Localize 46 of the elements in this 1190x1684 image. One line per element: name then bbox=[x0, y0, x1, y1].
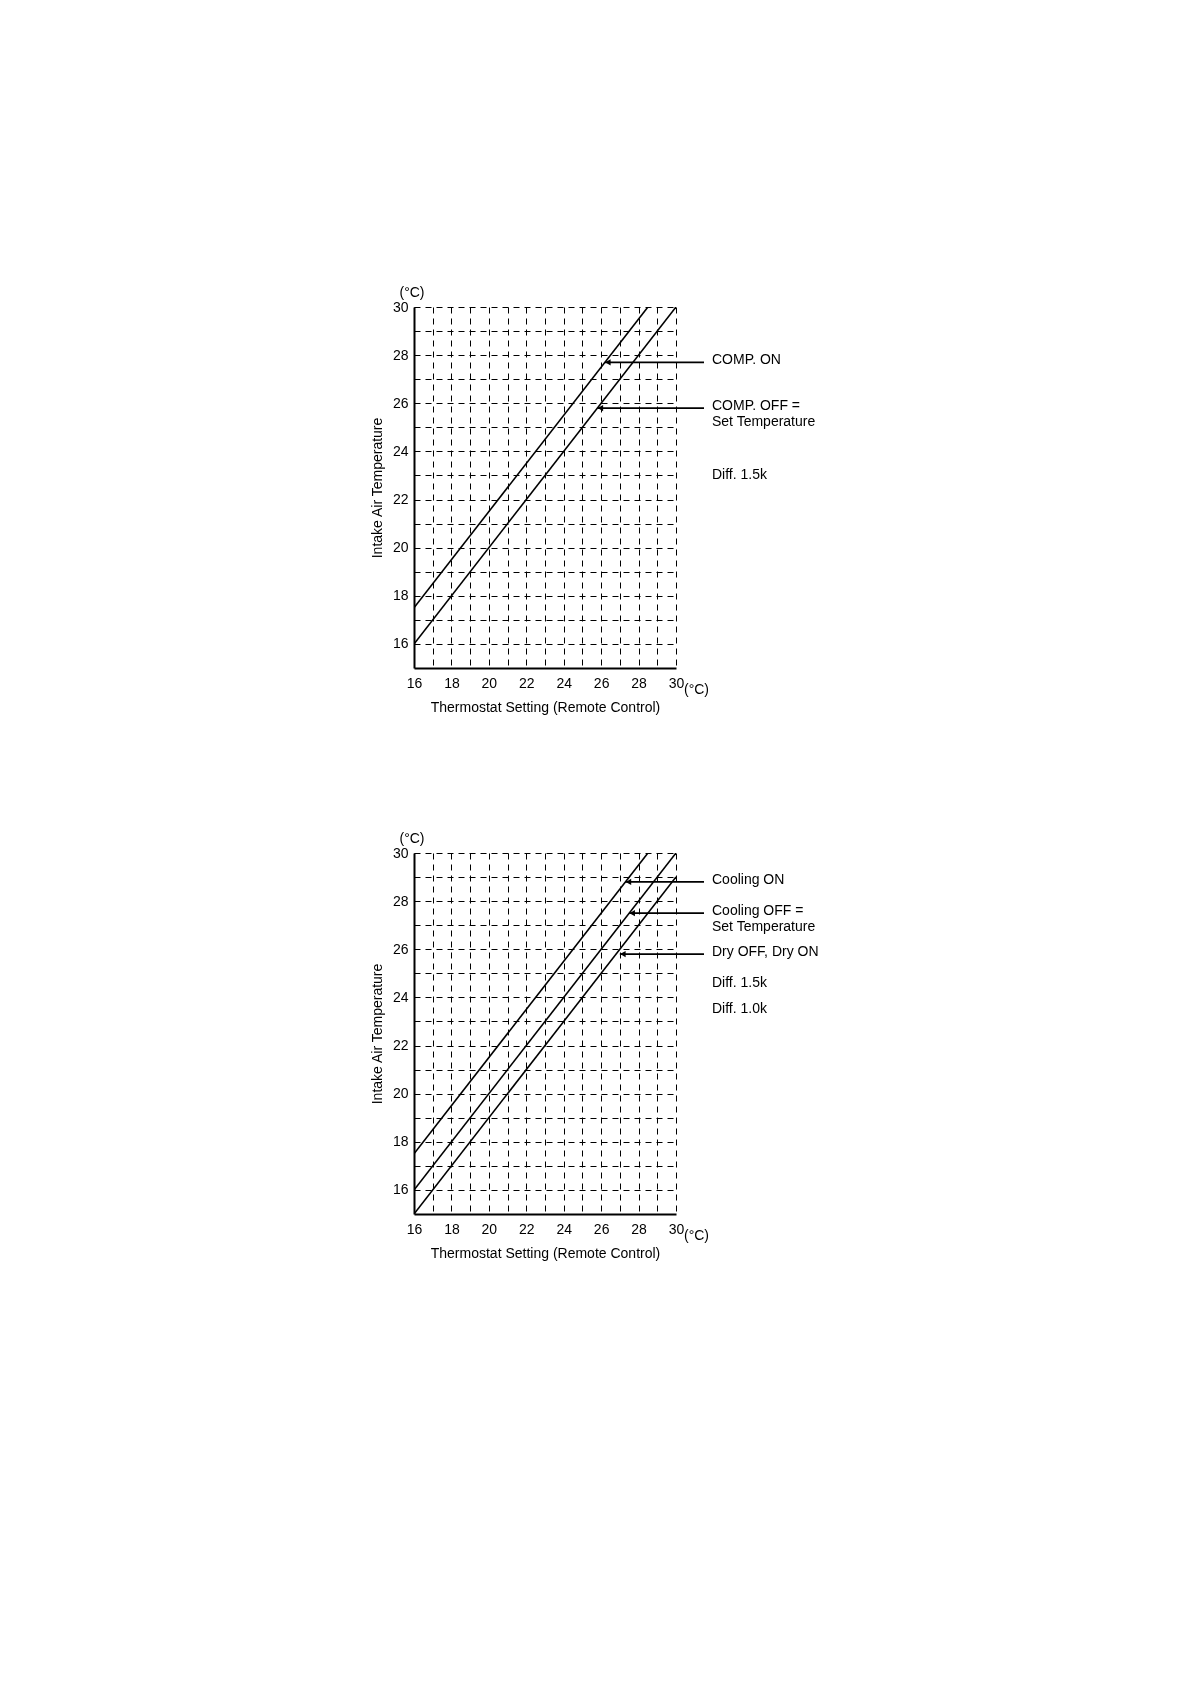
x-tick-label: 26 bbox=[593, 1220, 610, 1237]
x-axis-title: Thermostat Setting (Remote Control) bbox=[430, 1244, 661, 1261]
x-tick-label: 20 bbox=[481, 1220, 498, 1237]
annotation: Cooling OFF = Set Temperature bbox=[712, 902, 816, 935]
x-tick-label: 22 bbox=[519, 1220, 535, 1237]
y-tick-label: 22 bbox=[392, 491, 409, 508]
y-tick-label: 26 bbox=[392, 940, 409, 957]
y-tick-label: 28 bbox=[392, 892, 409, 909]
x-axis-title: Thermostat Setting (Remote Control) bbox=[430, 698, 661, 715]
text: (°C) bbox=[399, 830, 425, 846]
y-tick-label: 18 bbox=[392, 1133, 409, 1150]
x-tick-label: 24 bbox=[556, 674, 573, 691]
x-tick-label: 26 bbox=[593, 674, 610, 691]
y-tick-label: 18 bbox=[392, 587, 409, 604]
text: (°C) bbox=[399, 284, 425, 300]
y-tick-label: 16 bbox=[392, 635, 409, 652]
x-tick-label: 24 bbox=[556, 1220, 573, 1237]
x-tick-label: 22 bbox=[519, 674, 535, 691]
annotation: Dry OFF, Dry ON bbox=[712, 943, 819, 960]
x-tick-label: 16 bbox=[406, 674, 423, 691]
y-tick-label: 24 bbox=[392, 988, 409, 1005]
x-tick-label: 28 bbox=[631, 1220, 648, 1237]
x-tick-label: 16 bbox=[406, 1220, 423, 1237]
x-tick-label: 18 bbox=[444, 1220, 460, 1237]
x-tick-label: 18 bbox=[444, 674, 460, 691]
annotation: Cooling ON bbox=[712, 870, 785, 887]
y-axis-title: Intake Air Temperature bbox=[368, 417, 385, 559]
x-tick-label: 30 bbox=[668, 674, 685, 691]
text: (°C) bbox=[684, 1227, 710, 1243]
text: Diff. 1.0k bbox=[712, 1000, 768, 1017]
y-tick-label: 22 bbox=[392, 1037, 409, 1054]
x-tick-label: 20 bbox=[481, 674, 498, 691]
annotation: COMP. ON bbox=[712, 351, 781, 368]
y-tick-label: 16 bbox=[392, 1181, 409, 1198]
annotation: COMP. OFF = Set Temperature bbox=[712, 397, 816, 430]
text: Diff. 1.5k bbox=[712, 973, 768, 990]
y-tick-label: 26 bbox=[392, 394, 409, 411]
y-axis-title: Intake Air Temperature bbox=[368, 963, 385, 1105]
y-tick-label: 20 bbox=[392, 539, 409, 556]
x-tick-label: 30 bbox=[668, 1220, 685, 1237]
text: (°C) bbox=[684, 681, 710, 697]
y-tick-label: 28 bbox=[392, 346, 409, 363]
y-tick-label: 24 bbox=[392, 442, 409, 459]
y-tick-label: 20 bbox=[392, 1085, 409, 1102]
x-tick-label: 28 bbox=[631, 674, 648, 691]
text: Diff. 1.5k bbox=[712, 466, 768, 483]
